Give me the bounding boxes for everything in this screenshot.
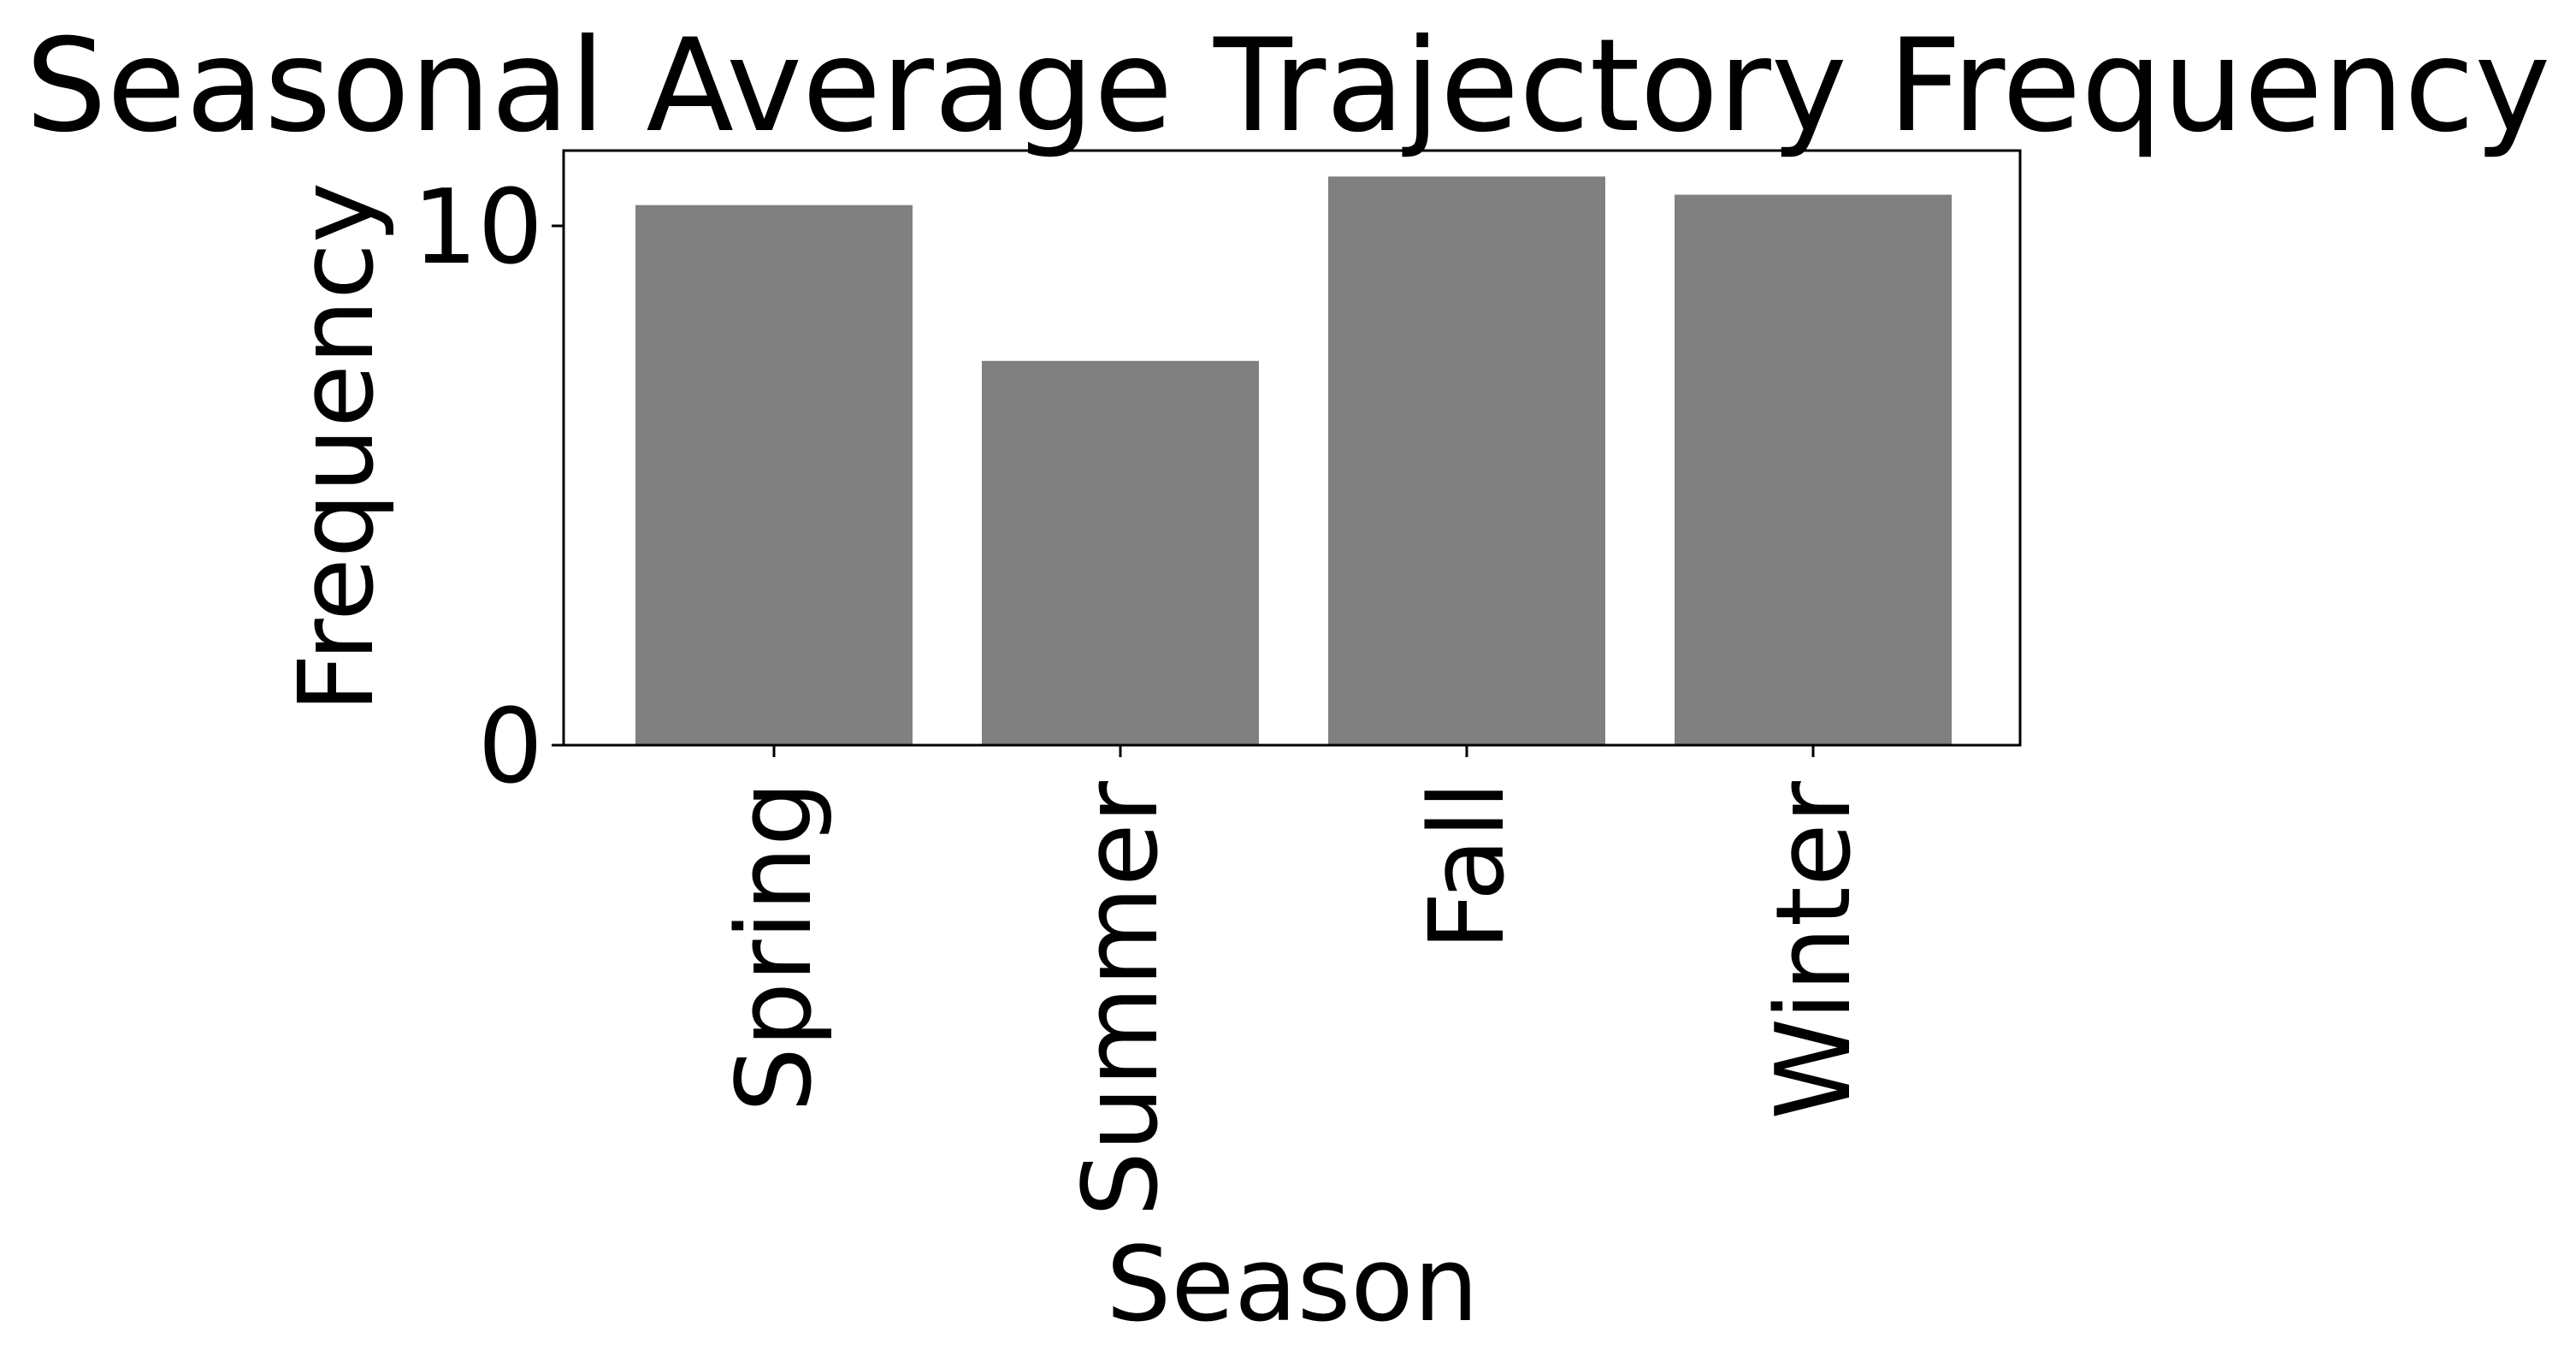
- x-axis-label: Season: [1106, 1226, 1479, 1345]
- bar-summer: [982, 360, 1259, 745]
- y-tick-label: 0: [478, 688, 543, 807]
- chart-title: Seasonal Average Trajectory Frequency: [26, 12, 2551, 161]
- bars-group: [635, 176, 1952, 746]
- y-axis-label: Frequency: [278, 182, 397, 713]
- y-tick-label: 10: [412, 169, 543, 287]
- x-axis-ticks: Spring Summer Fall Winter: [716, 745, 1874, 1217]
- y-axis-ticks: 0 10: [412, 169, 564, 807]
- x-tick-label-summer: Summer: [1062, 780, 1181, 1217]
- x-tick-label-winter: Winter: [1755, 780, 1874, 1119]
- x-tick-label-fall: Fall: [1409, 781, 1527, 950]
- plot-frame: [562, 149, 2022, 747]
- bar-winter: [1675, 194, 1952, 746]
- x-tick-label-spring: Spring: [716, 781, 835, 1112]
- bar-fall: [1328, 176, 1605, 745]
- bar-spring: [635, 204, 913, 745]
